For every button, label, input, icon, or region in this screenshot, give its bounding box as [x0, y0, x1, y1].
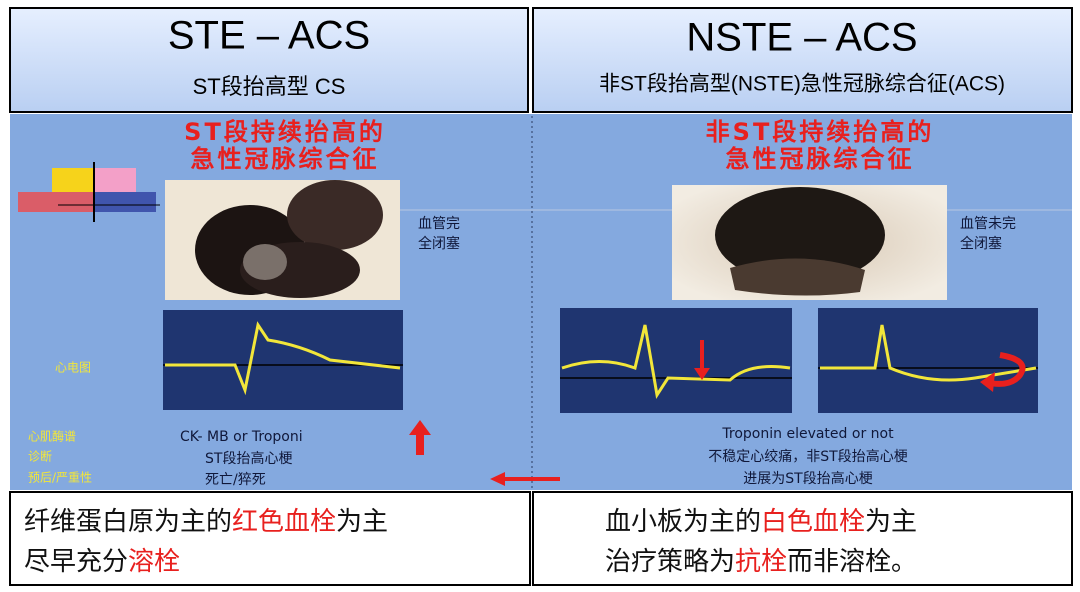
summary-text: 为主: [865, 507, 917, 537]
ecg-left: [163, 310, 403, 410]
summary-right-box: [532, 491, 1073, 586]
summary-left-box: [9, 491, 531, 586]
summary-line: 尽早充分溶栓: [24, 547, 180, 577]
highlight-text: 抗栓: [735, 547, 787, 577]
marker-text: Troponin elevated or not: [721, 426, 894, 442]
marker-text: 死亡/猝死: [205, 472, 266, 488]
ecg-right-1: [560, 308, 792, 413]
side-label: 心肌酶谱: [28, 429, 76, 444]
occlusion-label: 全闭塞: [418, 235, 460, 252]
arrow-up: [409, 420, 431, 455]
side-label: 诊断: [28, 449, 52, 464]
right-title: NSTE – ACS: [686, 16, 917, 60]
occlusion-label: 血管未完: [960, 216, 1016, 232]
left-heading: 急性冠脉综合征: [191, 145, 380, 173]
side-label: 预后/严重性: [28, 471, 92, 485]
marker-text: 进展为ST段抬高心梗: [743, 470, 872, 487]
left-subtitle: ST段抬高型 CS: [193, 74, 346, 99]
right-subtitle: 非ST段抬高型(NSTE)急性冠脉综合征(ACS): [599, 73, 1005, 96]
highlight-text: 白色血栓: [761, 507, 865, 537]
artery-image-right: [672, 185, 947, 300]
content-panel: [10, 114, 1072, 490]
summary-line: 血小板为主的白色血栓为主: [605, 507, 917, 537]
right-heading: 非ST段持续抬高的: [706, 118, 935, 146]
left-heading: ST段持续抬高的: [184, 118, 386, 146]
summary-line: 治疗策略为抗栓而非溶栓。: [605, 547, 917, 577]
artery-image-left: [165, 180, 400, 300]
header-right: [532, 7, 1073, 113]
occlusion-label: 血管完: [418, 216, 460, 232]
logo: [18, 162, 160, 222]
marker-text: CK- MB or Troponi: [180, 429, 303, 445]
summaries: 纤维蛋白原为主的红色血栓为主尽早充分溶栓血小板为主的白色血栓为主治疗策略为抗栓而…: [24, 507, 917, 577]
marker-text: 不稳定心绞痛，非ST段抬高心梗: [708, 448, 907, 465]
summary-text: 尽早充分: [24, 547, 128, 577]
summary-text: 而非溶栓。: [787, 547, 917, 577]
summary-line: 纤维蛋白原为主的红色血栓为主: [24, 507, 388, 537]
header-left: [9, 7, 529, 113]
summary-text: 治疗策略为: [605, 547, 735, 577]
right-heading: 急性冠脉综合征: [726, 145, 915, 173]
marker-text: ST段抬高心梗: [205, 450, 292, 467]
highlight-text: 红色血栓: [232, 507, 336, 537]
summary-text: 为主: [336, 507, 388, 537]
summary-text: 血小板为主的: [605, 507, 761, 537]
summary-text: 纤维蛋白原为主的: [24, 507, 232, 537]
occlusion-label: 全闭塞: [960, 235, 1002, 252]
left-title: STE – ACS: [168, 14, 370, 58]
highlight-text: 溶栓: [128, 547, 180, 577]
ecg-label: 心电图: [55, 361, 91, 375]
arrow-left: [490, 472, 560, 486]
ecg-right-2: [818, 308, 1038, 413]
